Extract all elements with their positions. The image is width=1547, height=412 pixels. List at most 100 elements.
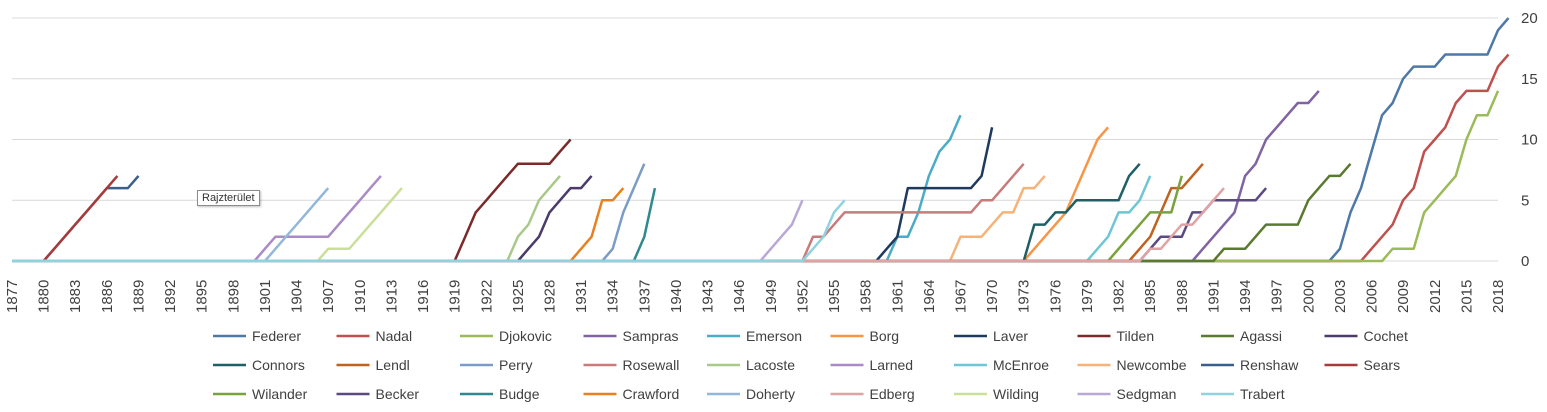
y-tick-label: 10 <box>1521 132 1538 149</box>
x-tick-label: 1961 <box>889 280 906 313</box>
x-tick-label: 2006 <box>1364 280 1381 313</box>
legend-label: Doherty <box>746 386 795 402</box>
x-tick-label: 1955 <box>826 280 843 313</box>
series-line-nadal <box>12 53 1510 263</box>
x-tick-label: 1898 <box>225 280 242 313</box>
x-tick-label: 1889 <box>130 280 147 313</box>
x-tick-label: 1910 <box>352 280 369 313</box>
legend-label: Crawford <box>623 386 680 402</box>
legend-label: Cochet <box>1364 328 1408 344</box>
x-tick-label: 1883 <box>67 280 84 313</box>
series-lines <box>12 17 1510 263</box>
x-tick-label: 2009 <box>1395 280 1412 313</box>
x-tick-label: 1976 <box>1047 280 1064 313</box>
x-tick-label: 1994 <box>1237 280 1254 313</box>
x-tick-label: 1916 <box>415 280 432 313</box>
x-tick-label: 1991 <box>1205 280 1222 313</box>
x-tick-label: 2000 <box>1300 280 1317 313</box>
x-tick-label: 1886 <box>99 280 116 313</box>
legend-label: Budge <box>499 386 540 402</box>
legend-label: Sedgman <box>1117 386 1177 402</box>
legend-label: Becker <box>376 386 420 402</box>
series-line-laver <box>12 127 994 263</box>
series-line-newcombe <box>12 175 1046 263</box>
x-tick-label: 1925 <box>510 280 527 313</box>
x-axis-ticks: 1877 1880 1883 1886 1889 1892 1895 1898 1901 1904… <box>4 280 1507 313</box>
x-tick-label: 1922 <box>478 280 495 313</box>
x-tick-label: 1895 <box>194 280 211 313</box>
x-tick-label: 1982 <box>1111 280 1128 313</box>
legend-label: Lacoste <box>746 357 795 373</box>
x-tick-label: 1940 <box>668 280 685 313</box>
series-line-wilander <box>12 175 1184 263</box>
series-line-renshaw <box>12 175 140 263</box>
series-line-federer <box>12 17 1510 263</box>
legend-label: Wilding <box>993 386 1039 402</box>
x-tick-label: 1964 <box>921 280 938 313</box>
series-line-lacoste <box>12 175 561 263</box>
series-line-edberg <box>12 187 1225 263</box>
series-line-rosewall <box>12 162 1025 263</box>
legend-label: Sears <box>1364 357 1401 373</box>
x-tick-label: 1931 <box>573 280 590 313</box>
plot-area-tooltip: Rajzterület <box>197 190 260 206</box>
x-tick-label: 1934 <box>605 280 622 313</box>
series-line-larned <box>12 175 382 263</box>
x-tick-label: 1907 <box>320 280 337 313</box>
series-line-sedgman <box>12 199 804 263</box>
x-tick-label: 2012 <box>1427 280 1444 313</box>
x-tick-label: 1901 <box>257 280 274 313</box>
x-tick-label: 1958 <box>858 280 875 313</box>
legend-label: Edberg <box>870 386 915 402</box>
series-line-mcenroe <box>12 175 1152 263</box>
x-tick-label: 1970 <box>984 280 1001 313</box>
x-tick-label: 1997 <box>1269 280 1286 313</box>
series-line-tilden <box>12 138 572 263</box>
series-line-cochet <box>12 175 593 263</box>
legend-label: Larned <box>870 357 914 373</box>
series-line-djokovic <box>12 90 1500 263</box>
legend-label: Agassi <box>1240 328 1282 344</box>
series-line-lendl <box>12 162 1204 263</box>
x-tick-label: 1937 <box>636 280 653 313</box>
x-tick-label: 1973 <box>1016 280 1033 313</box>
series-line-connors <box>12 162 1141 263</box>
series-line-sears <box>12 175 119 263</box>
y-tick-label: 5 <box>1521 192 1529 209</box>
legend-label: McEnroe <box>993 357 1049 373</box>
x-tick-label: 2003 <box>1332 280 1349 313</box>
x-tick-label: 1952 <box>794 280 811 313</box>
y-axis-ticks: 0 5 10 15 20 <box>1521 10 1538 270</box>
legend-label: Nadal <box>376 328 413 344</box>
series-line-sampras <box>12 90 1320 263</box>
x-tick-label: 1979 <box>1079 280 1096 313</box>
series-line-trabert <box>12 199 846 263</box>
legend-label: Emerson <box>746 328 802 344</box>
series-line-budge <box>12 187 657 263</box>
legend-label: Trabert <box>1240 386 1285 402</box>
x-tick-label: 1904 <box>289 280 306 313</box>
x-tick-label: 1880 <box>36 280 53 313</box>
x-tick-label: 2018 <box>1490 280 1507 313</box>
legend-label: Renshaw <box>1240 357 1299 373</box>
legend-label: Wilander <box>252 386 308 402</box>
x-tick-label: 1988 <box>1174 280 1191 313</box>
legend-label: Federer <box>252 328 301 344</box>
x-tick-label: 1985 <box>1142 280 1159 313</box>
x-tick-label: 2015 <box>1458 280 1475 313</box>
legend-label: Lendl <box>376 357 410 373</box>
legend-label: Tilden <box>1117 328 1155 344</box>
x-tick-label: 1892 <box>162 280 179 313</box>
x-tick-label: 1877 <box>4 280 21 313</box>
y-tick-label: 0 <box>1521 253 1529 270</box>
legend-label: Sampras <box>623 328 679 344</box>
series-line-wilding <box>12 187 403 263</box>
legend-label: Djokovic <box>499 328 552 344</box>
legend-label: Connors <box>252 357 305 373</box>
x-tick-label: 1967 <box>953 280 970 313</box>
legend-label: Perry <box>499 357 532 373</box>
legend: Federer Nadal Djokovic Sampras Emerson Borg La… <box>213 328 1408 402</box>
series-line-emerson <box>12 114 962 263</box>
